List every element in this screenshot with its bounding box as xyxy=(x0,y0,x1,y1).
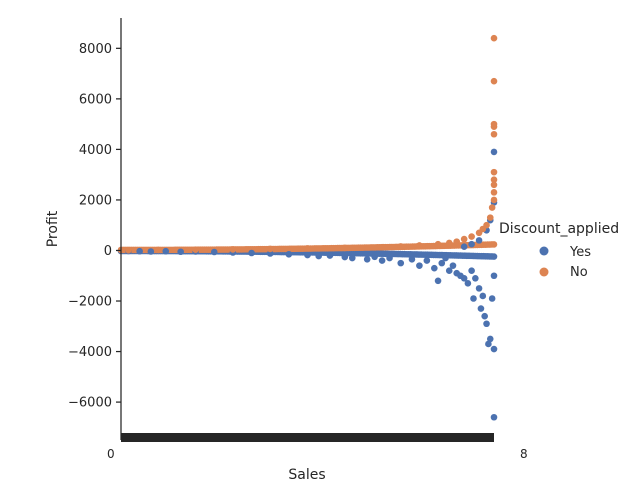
point-yes xyxy=(397,259,405,267)
point-yes xyxy=(468,240,475,248)
point-no xyxy=(490,196,498,204)
point-yes xyxy=(477,305,485,312)
yes-band-point xyxy=(490,253,498,260)
point-yes xyxy=(136,247,143,255)
point-yes xyxy=(483,320,490,328)
point-yes xyxy=(488,295,496,302)
point-yes xyxy=(210,248,218,256)
legend-marker-yes xyxy=(539,246,549,256)
point-no xyxy=(488,204,496,211)
point-yes xyxy=(475,237,483,244)
point-yes xyxy=(490,148,498,156)
point-no xyxy=(490,176,498,184)
point-yes xyxy=(326,252,334,259)
y-tick-label: 4000 xyxy=(79,143,112,158)
point-no xyxy=(490,120,498,128)
y-tick-label: 6000 xyxy=(79,92,112,107)
point-yes xyxy=(481,312,488,320)
point-yes xyxy=(341,253,349,261)
point-yes xyxy=(470,295,477,302)
point-yes xyxy=(464,280,472,287)
point-yes xyxy=(416,262,423,269)
y-tick-label: 0 xyxy=(104,244,112,259)
point-no xyxy=(341,244,349,252)
point-no xyxy=(378,243,386,251)
point-no xyxy=(445,239,453,247)
point-no xyxy=(397,243,405,250)
y-tick-label: −6000 xyxy=(68,396,112,411)
point-no xyxy=(192,246,199,254)
point-no xyxy=(416,242,423,249)
y-tick-label: 2000 xyxy=(79,193,112,208)
point-no xyxy=(483,221,490,229)
point-yes xyxy=(363,256,371,263)
point-no xyxy=(490,181,498,189)
point-no xyxy=(229,246,237,253)
point-no xyxy=(490,34,498,42)
point-yes xyxy=(460,243,468,250)
point-yes xyxy=(434,277,442,285)
legend-label-no: No xyxy=(570,265,588,280)
point-yes xyxy=(460,274,468,282)
point-no xyxy=(490,189,498,196)
point-no xyxy=(125,246,132,254)
point-yes xyxy=(423,257,431,264)
point-yes xyxy=(162,247,170,255)
point-no xyxy=(266,245,274,253)
point-no xyxy=(486,214,494,221)
x-tick-band xyxy=(121,433,494,442)
legend-marker-no xyxy=(539,267,549,277)
point-yes xyxy=(285,250,293,258)
y-tick-label: 8000 xyxy=(79,42,112,57)
point-yes xyxy=(442,254,449,262)
point-no xyxy=(490,168,498,176)
point-yes xyxy=(408,256,416,263)
legend: Discount_applied Yes No xyxy=(499,221,619,280)
point-no xyxy=(304,245,311,252)
y-tick-label: −2000 xyxy=(68,295,112,310)
y-tick-label: −4000 xyxy=(68,345,112,360)
point-yes xyxy=(348,254,356,262)
point-no xyxy=(490,77,498,85)
point-yes xyxy=(315,252,322,260)
point-no xyxy=(490,130,498,138)
point-yes xyxy=(304,251,311,259)
legend-label-yes: Yes xyxy=(569,245,591,260)
point-yes xyxy=(147,248,155,255)
axes: 0 8 Sales Profit xyxy=(45,18,528,483)
point-yes xyxy=(475,285,483,292)
point-yes xyxy=(445,267,453,274)
point-yes xyxy=(479,292,487,300)
point-yes xyxy=(266,250,274,257)
point-no xyxy=(155,246,162,254)
x-tick-label-last: 8 xyxy=(520,447,528,461)
point-yes xyxy=(386,254,393,262)
point-yes xyxy=(378,257,386,264)
plot-area xyxy=(117,34,498,421)
point-yes xyxy=(472,274,479,282)
x-axis-label: Sales xyxy=(288,467,325,483)
point-yes xyxy=(490,345,498,353)
point-yes xyxy=(177,248,184,256)
point-yes xyxy=(486,335,494,343)
point-no xyxy=(434,240,442,248)
point-yes xyxy=(371,253,378,261)
point-yes xyxy=(490,272,498,280)
point-yes xyxy=(485,340,492,348)
point-no xyxy=(453,238,461,245)
point-no xyxy=(468,233,475,240)
y-axis-label: Profit xyxy=(45,210,61,247)
point-yes xyxy=(468,267,475,274)
point-yes xyxy=(490,413,498,421)
point-yes xyxy=(431,264,438,272)
legend-title: Discount_applied xyxy=(499,221,619,237)
point-yes xyxy=(438,259,446,267)
point-yes xyxy=(248,249,255,257)
x-tick-label-first: 0 xyxy=(107,447,115,461)
no-band-point xyxy=(490,241,498,248)
y-ticks: −6000 −4000 −2000 0 2000 4000 6000 8000 xyxy=(68,42,121,411)
point-yes xyxy=(449,262,457,269)
point-no xyxy=(460,235,468,243)
